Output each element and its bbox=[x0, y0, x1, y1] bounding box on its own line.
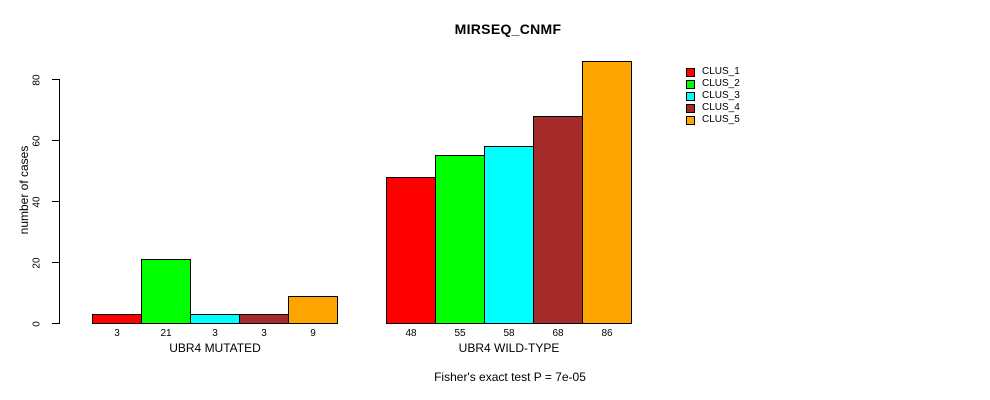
bar bbox=[141, 259, 191, 324]
legend-item: CLUS_1 bbox=[686, 66, 740, 78]
group-label: UBR4 MUTATED bbox=[169, 341, 261, 355]
bar-value-label: 68 bbox=[552, 328, 564, 339]
legend-label: CLUS_5 bbox=[702, 114, 740, 125]
y-tick-label: 60 bbox=[31, 135, 43, 147]
chart-title: MIRSEQ_CNMF bbox=[454, 21, 562, 37]
legend-label: CLUS_3 bbox=[702, 90, 740, 101]
bar bbox=[92, 314, 142, 324]
legend-item: CLUS_4 bbox=[686, 102, 740, 114]
bar bbox=[533, 116, 583, 324]
bar-value-label: 58 bbox=[503, 328, 515, 339]
y-tick-label: 40 bbox=[31, 196, 43, 208]
bar-value-label: 3 bbox=[114, 328, 120, 339]
legend-swatch-icon bbox=[686, 103, 695, 113]
y-tick bbox=[52, 323, 59, 324]
bar bbox=[386, 177, 436, 324]
y-tick bbox=[52, 79, 59, 81]
y-tick-label: 20 bbox=[31, 257, 43, 269]
bar-value-label: 86 bbox=[601, 328, 613, 339]
legend-label: CLUS_1 bbox=[702, 66, 740, 77]
bar-value-label: 48 bbox=[405, 328, 417, 339]
bar bbox=[582, 61, 632, 324]
bar bbox=[484, 146, 534, 324]
legend-swatch-icon bbox=[686, 91, 695, 101]
y-axis-line bbox=[59, 79, 60, 324]
legend-label: CLUS_4 bbox=[702, 102, 740, 113]
fisher-test-annotation: Fisher's exact test P = 7e-05 bbox=[434, 370, 586, 384]
y-tick bbox=[52, 262, 59, 264]
y-tick bbox=[52, 140, 59, 142]
bar bbox=[435, 155, 485, 324]
legend-item: CLUS_3 bbox=[686, 90, 740, 102]
bar-value-label: 21 bbox=[160, 328, 172, 339]
bar-value-label: 9 bbox=[310, 328, 316, 339]
y-axis-label: number of cases bbox=[17, 145, 31, 235]
legend-label: CLUS_2 bbox=[702, 78, 740, 89]
bar bbox=[288, 296, 338, 324]
legend-swatch-icon bbox=[686, 67, 695, 77]
bar bbox=[190, 314, 240, 324]
legend-item: CLUS_5 bbox=[686, 114, 740, 126]
y-tick-label: 80 bbox=[31, 74, 43, 86]
bar-value-label: 3 bbox=[212, 328, 218, 339]
legend-item: CLUS_2 bbox=[686, 78, 740, 90]
bar-value-label: 55 bbox=[454, 328, 466, 339]
y-tick bbox=[52, 201, 59, 203]
legend-swatch-icon bbox=[686, 79, 695, 89]
legend-swatch-icon bbox=[686, 115, 695, 125]
bar bbox=[239, 314, 289, 324]
y-tick-label: 0 bbox=[31, 320, 43, 327]
legend: CLUS_1 CLUS_2 CLUS_3 CLUS_4 CLUS_5 bbox=[686, 66, 740, 126]
bar-value-label: 3 bbox=[261, 328, 267, 339]
group-label: UBR4 WILD-TYPE bbox=[458, 341, 560, 355]
